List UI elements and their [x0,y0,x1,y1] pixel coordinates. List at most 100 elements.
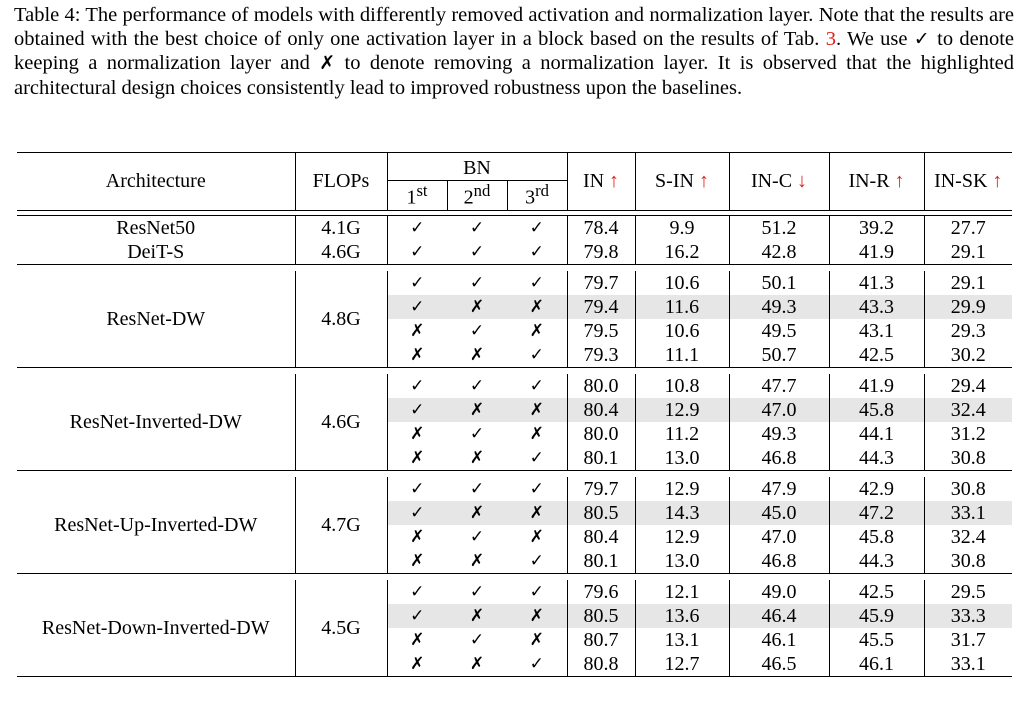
up-arrow-icon: ↑ [894,169,905,192]
metric-value: 11.6 [635,294,730,319]
flops-cell: 4.8G [295,270,388,368]
cross-icon: ✗ [507,524,568,549]
metric-value: 29.3 [950,319,986,342]
metric-value: 9.9 [635,215,730,240]
cross-icon: ✗ [410,447,425,468]
table-row: ✗ ✗ ✓ 80.8 12.7 46.5 46.1 33.1 [17,651,1012,677]
metric-value: 13.0 [635,445,730,471]
architecture-cell: ResNet-Inverted-DW [17,373,296,471]
check-icon: ✓ [469,581,485,602]
metric-value: 49.0 [729,579,830,604]
check-icon: ✓ [469,629,485,650]
check-icon: ✓ [507,445,568,471]
check-icon: ✓ [913,28,931,51]
cross-icon: ✗ [410,423,425,444]
metric-value: 47.9 [729,476,830,501]
cross-icon: ✗ [469,447,485,468]
metric-value: 49.5 [729,318,830,343]
header-metric-s-in: S-IN ↑ [635,153,730,211]
header-architecture: Architecture [17,153,296,211]
check-icon: ✓ [410,272,425,293]
check-icon: ✓ [507,373,568,398]
caption-middle-2: to denote keeping a normalization layer … [14,28,1015,75]
metric-value: 43.1 [829,318,925,343]
metric-value: 30.8 [950,446,986,469]
metric-value: 79.8 [567,239,636,265]
cross-icon: ✗ [469,653,485,674]
metric-value: 46.1 [829,651,925,677]
table-row: DeiT-S 4.6G ✓ ✓ ✓ 79.8 16.2 42.8 41.9 29.1 [17,239,1012,265]
header-bn: BN [387,153,568,181]
metric-value: 33.1 [924,500,1012,525]
metric-value: 80.4 [567,524,636,549]
metric-value: 50.7 [729,342,830,368]
metric-value: 80.0 [567,421,636,446]
check-icon: ✓ [469,526,485,547]
header-bn-1st: 1st [387,180,448,211]
metric-value: 42.8 [729,239,830,265]
metric-value: 45.5 [829,627,925,652]
cross-icon: ✗ [447,294,507,319]
metric-value: 13.1 [635,627,730,652]
metric-value: 29.5 [950,580,986,603]
metric-value: 47.0 [729,524,830,549]
check-icon: ✓ [410,581,425,602]
cross-icon: ✗ [507,397,568,422]
check-icon: ✓ [469,217,485,238]
check-icon: ✓ [507,476,568,501]
metric-value: 30.2 [950,343,986,366]
cross-icon: ✗ [410,550,425,571]
table-row: ✗ ✓ ✗ 79.5 10.6 49.5 43.1 29.3 [17,318,1012,343]
metric-value: 45.8 [829,524,925,549]
metric-value: 10.6 [635,318,730,343]
check-icon: ✓ [507,579,568,604]
cross-icon: ✗ [507,318,568,343]
highlighted-table-row: ✓ ✗ ✗ 80.5 13.6 46.4 45.9 33.3 [17,603,1012,628]
table-row: ResNet-Inverted-DW 4.6G ✓ ✓ ✓ 80.0 10.8 47.7 41.… [17,373,1012,471]
check-icon: ✓ [387,294,447,319]
cross-icon: ✗ [410,653,425,674]
table-reference-link[interactable]: 3 [825,28,836,51]
table-row: ✗ ✓ ✗ 80.7 13.1 46.1 45.5 31.7 [17,627,1012,652]
flops-cell: 4.7G [295,476,388,574]
metric-value: 45.8 [829,397,925,422]
metric-value: 80.0 [567,373,636,398]
metric-value: 11.2 [635,421,730,446]
cross-icon: ✗ [447,500,507,525]
metric-value: 51.2 [729,215,830,240]
metric-value: 79.7 [567,270,636,295]
metric-value: 79.5 [567,318,636,343]
architecture-cell: ResNet50 [17,215,296,240]
metric-value: 31.7 [950,628,986,651]
cross-icon: ✗ [507,421,568,446]
metric-value: 42.5 [829,579,925,604]
metric-value: 47.0 [729,397,830,422]
metric-value: 46.4 [729,603,830,628]
caption-suffix: to denote removing a normalization layer… [14,52,1014,99]
check-icon: ✓ [469,375,485,396]
check-icon: ✓ [410,375,425,396]
cross-icon: ✗ [469,550,485,571]
metric-value: 42.9 [829,476,925,501]
check-icon: ✓ [507,651,568,677]
architecture-cell: ResNet-DW [17,270,296,368]
architecture-cell: DeiT-S [17,239,296,265]
metric-value: 50.1 [729,270,830,295]
metric-value: 10.6 [635,270,730,295]
metric-value: 80.4 [567,397,636,422]
check-icon: ✓ [387,500,447,525]
header-bn-3rd: 3rd [507,180,568,211]
check-icon: ✓ [507,548,568,574]
metric-value: 12.9 [635,476,730,501]
metric-value: 29.4 [950,374,986,397]
metric-value: 29.1 [950,271,986,294]
cross-icon: ✗ [469,344,485,365]
metric-value: 29.9 [924,294,1012,319]
header-metric-in: IN ↑ [567,153,636,211]
cross-icon: ✗ [410,344,425,365]
metric-value: 13.0 [635,548,730,574]
caption-middle-1: . We use [835,28,914,51]
check-icon: ✓ [410,478,425,499]
table-row: ResNet-DW 4.8G ✓ ✓ ✓ 79.7 10.6 50.1 41.3 29.1 [17,270,1012,368]
cross-icon: ✗ [447,397,507,422]
